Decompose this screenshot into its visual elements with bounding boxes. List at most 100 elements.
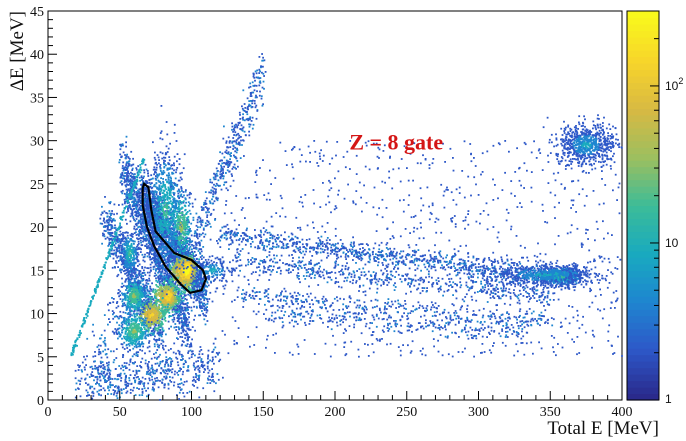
data-point <box>167 383 170 386</box>
data-point <box>121 183 124 185</box>
data-point <box>570 207 572 209</box>
data-point <box>165 375 168 378</box>
data-point <box>156 377 158 379</box>
data-point <box>181 322 184 325</box>
data-point <box>125 135 128 138</box>
data-point <box>212 379 214 381</box>
data-point <box>490 351 493 354</box>
data-point <box>611 234 613 236</box>
data-point <box>572 316 575 319</box>
data-point <box>135 372 138 375</box>
data-point <box>364 165 367 168</box>
data-point <box>122 177 124 180</box>
data-point <box>159 372 162 374</box>
data-point <box>140 222 142 225</box>
data-point <box>143 201 145 204</box>
data-point <box>589 260 592 263</box>
data-point <box>144 359 147 362</box>
data-point <box>126 266 128 269</box>
data-point <box>126 173 128 176</box>
data-point <box>306 244 308 247</box>
data-point <box>178 352 181 355</box>
data-point <box>198 271 200 273</box>
data-point <box>114 246 117 249</box>
data-point <box>264 230 267 233</box>
data-point <box>137 265 139 267</box>
data-point <box>409 324 412 327</box>
data-point <box>154 214 157 217</box>
data-point <box>138 199 141 202</box>
data-point <box>284 231 286 234</box>
data-point <box>115 254 117 257</box>
data-point <box>134 211 136 214</box>
data-point <box>616 199 618 201</box>
data-point <box>296 343 299 346</box>
data-point <box>393 266 396 268</box>
data-point <box>198 297 201 300</box>
data-point <box>109 223 112 226</box>
data-point <box>219 358 222 361</box>
data-point <box>133 362 135 365</box>
data-point <box>201 303 204 306</box>
data-point <box>594 295 597 298</box>
data-point <box>166 274 169 277</box>
data-point <box>156 248 159 250</box>
data-point <box>156 226 159 228</box>
data-point <box>109 242 112 244</box>
data-point <box>140 205 143 208</box>
data-point <box>617 335 619 338</box>
data-point <box>185 321 188 324</box>
data-point <box>119 181 122 184</box>
data-point <box>213 390 216 393</box>
data-point <box>111 210 113 212</box>
data-point <box>424 158 427 160</box>
data-point <box>185 334 187 337</box>
data-point <box>263 194 266 196</box>
data-point <box>163 242 166 245</box>
data-point <box>388 176 391 179</box>
data-point <box>140 230 143 233</box>
data-point <box>94 355 97 357</box>
data-point <box>564 186 566 189</box>
data-point <box>397 346 400 348</box>
data-point <box>175 281 177 283</box>
data-point <box>607 232 609 235</box>
data-point <box>194 354 196 357</box>
data-point <box>167 210 169 212</box>
data-point <box>150 192 152 194</box>
data-point <box>516 147 518 150</box>
data-point <box>120 271 122 274</box>
data-point <box>141 209 143 211</box>
data-point <box>159 353 161 356</box>
data-point <box>452 157 454 159</box>
data-point <box>583 159 586 161</box>
data-point <box>523 353 526 356</box>
data-point <box>79 380 82 383</box>
data-point <box>431 276 433 279</box>
data-point <box>130 282 133 284</box>
data-point <box>116 236 119 239</box>
data-point <box>161 381 163 384</box>
data-point <box>188 357 191 360</box>
data-point <box>201 291 204 294</box>
data-point <box>132 386 135 389</box>
data-point <box>442 142 444 145</box>
data-point <box>145 389 147 392</box>
data-point <box>114 377 116 380</box>
data-point <box>134 271 137 273</box>
data-point <box>135 231 137 234</box>
data-point <box>169 224 171 227</box>
data-point <box>140 223 142 226</box>
data-point <box>402 344 404 346</box>
data-point <box>157 332 159 335</box>
data-point <box>365 202 368 204</box>
data-point <box>480 327 483 330</box>
data-point <box>266 338 268 341</box>
data-point <box>182 341 185 343</box>
data-point <box>473 176 476 179</box>
data-point <box>365 308 368 311</box>
data-point <box>163 272 166 275</box>
data-point <box>142 214 145 217</box>
data-point <box>166 264 168 267</box>
data-point <box>137 286 140 289</box>
